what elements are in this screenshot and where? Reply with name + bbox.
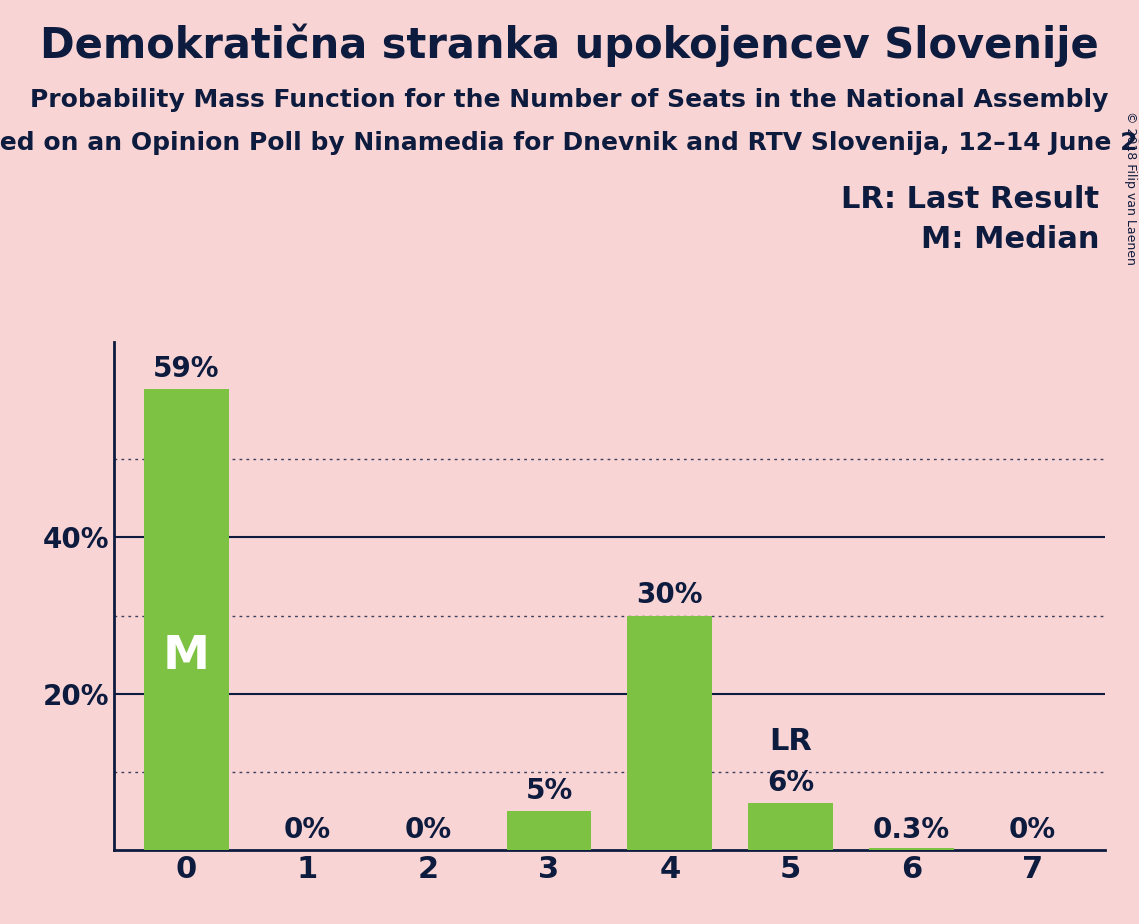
Text: Based on an Opinion Poll by Ninamedia for Dnevnik and RTV Slovenija, 12–14 June : Based on an Opinion Poll by Ninamedia fo… (0, 131, 1139, 155)
Bar (145, 389, 229, 850)
Bar (869, 847, 953, 850)
Text: 0%: 0% (1009, 816, 1056, 844)
Text: 6%: 6% (767, 769, 814, 796)
Text: LR: Last Result: LR: Last Result (841, 185, 1099, 213)
Bar (507, 811, 591, 850)
Text: 0%: 0% (404, 816, 452, 844)
Text: Probability Mass Function for the Number of Seats in the National Assembly: Probability Mass Function for the Number… (31, 88, 1108, 112)
Bar (748, 803, 833, 850)
Text: 59%: 59% (153, 355, 220, 383)
Text: M: Median: M: Median (920, 225, 1099, 253)
Text: 0.3%: 0.3% (872, 816, 950, 844)
Text: 30%: 30% (637, 581, 703, 609)
Text: 5%: 5% (525, 777, 573, 805)
Bar (628, 615, 712, 850)
Text: © 2018 Filip van Laenen: © 2018 Filip van Laenen (1124, 111, 1137, 265)
Text: LR: LR (769, 727, 812, 756)
Text: M: M (163, 634, 210, 679)
Text: 0%: 0% (284, 816, 330, 844)
Text: Demokratična stranka upokojencev Slovenije: Demokratična stranka upokojencev Sloveni… (40, 23, 1099, 67)
